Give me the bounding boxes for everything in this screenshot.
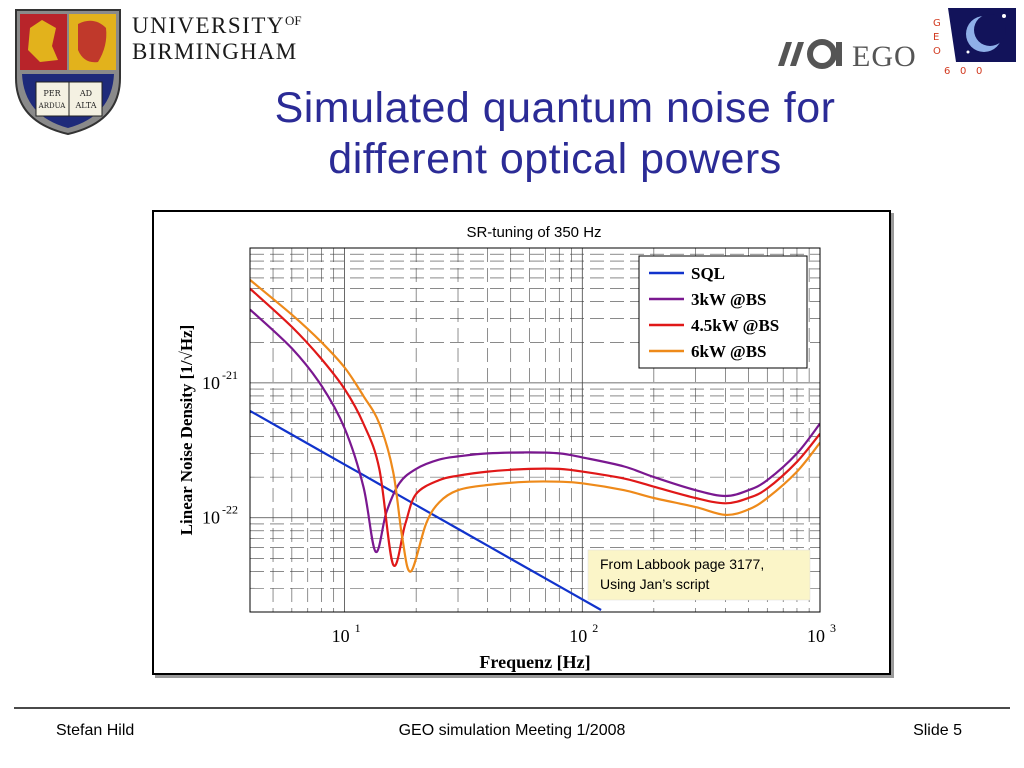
- footer-slide-number: Slide 5: [913, 722, 962, 739]
- legend-box: [638, 255, 808, 369]
- y-axis-label: Linear Noise Density [1/√Hz]: [177, 325, 196, 536]
- slide-title-line2: different optical powers: [328, 135, 782, 183]
- annotation-line1: From Labbook page 3177,: [600, 556, 764, 572]
- series-line-3: [250, 279, 820, 573]
- y-tick-exp-1: -22: [222, 503, 238, 517]
- x-tick-label-2: 10: [807, 626, 825, 646]
- x-tick-label-1: 10: [569, 626, 587, 646]
- university-line2: BIRMINGHAM: [132, 39, 298, 64]
- chart-frame: SR-tuning of 350 Hz 10 1 10 2 10 3 10 -21 10 -22 …: [152, 210, 891, 675]
- x-tick-exp-1: 2: [592, 621, 598, 635]
- series-line-1: [250, 308, 820, 553]
- legend-label-3: 6kW @BS: [691, 342, 767, 361]
- x-tick-label-0: 10: [332, 626, 350, 646]
- ego-logo-text: EGO: [852, 40, 917, 73]
- crest-text-ad: AD: [79, 89, 92, 98]
- legend: SQL 3kW @BS 4.5kW @BS 6kW @BS: [638, 255, 808, 369]
- footer-divider: [14, 707, 1010, 709]
- geo-letter-e: E: [933, 32, 939, 43]
- series-line-0: [250, 409, 602, 611]
- slide-title: Simulated quantum noise for different op…: [0, 83, 1024, 185]
- plot-area-border: [249, 247, 821, 613]
- annotation-line2: Using Jan’s script: [600, 576, 710, 592]
- crest-text-alta: ALTA: [74, 101, 96, 110]
- y-tick-label-1: 10: [202, 508, 220, 528]
- university-crest-logo: PER AD ARDUA ALTA: [15, 9, 121, 136]
- geo-digit-0b: 0: [976, 66, 982, 77]
- y-tick-label-0: 10: [202, 373, 220, 393]
- legend-label-0: SQL: [691, 264, 725, 283]
- series-line-2: [250, 287, 820, 567]
- x-tick-exp-0: 1: [355, 621, 361, 635]
- university-of: OF: [285, 13, 302, 28]
- chart-title: SR-tuning of 350 Hz: [466, 224, 601, 241]
- crest-text-ardua: ARDUA: [38, 102, 67, 110]
- footer-event: GEO simulation Meeting 1/2008: [398, 722, 626, 739]
- legend-label-2: 4.5kW @BS: [691, 316, 779, 335]
- university-name: UNIVERSITYOF BIRMINGHAM: [132, 14, 302, 63]
- geo600-logo: G E O 6 0 0: [933, 8, 1016, 77]
- x-axis-label: Frequenz [Hz]: [479, 652, 590, 672]
- y-tick-exp-0: -21: [222, 368, 238, 382]
- annotation-box: From Labbook page 3177, Using Jan’s scri…: [587, 549, 811, 601]
- legend-label-1: 3kW @BS: [691, 290, 767, 309]
- x-tick-exp-2: 3: [830, 621, 836, 635]
- footer-author: Stefan Hild: [56, 722, 135, 739]
- ego-waves-icon: [778, 39, 842, 69]
- geo-letter-g: G: [933, 18, 941, 29]
- slide-title-line1: Simulated quantum noise for: [274, 84, 836, 132]
- university-line1: UNIVERSITY: [132, 13, 285, 38]
- geo-letter-o: O: [933, 46, 941, 57]
- crest-text-per: PER: [43, 89, 61, 98]
- geo-digit-6: 6: [944, 66, 950, 77]
- geo-digit-0a: 0: [960, 66, 966, 77]
